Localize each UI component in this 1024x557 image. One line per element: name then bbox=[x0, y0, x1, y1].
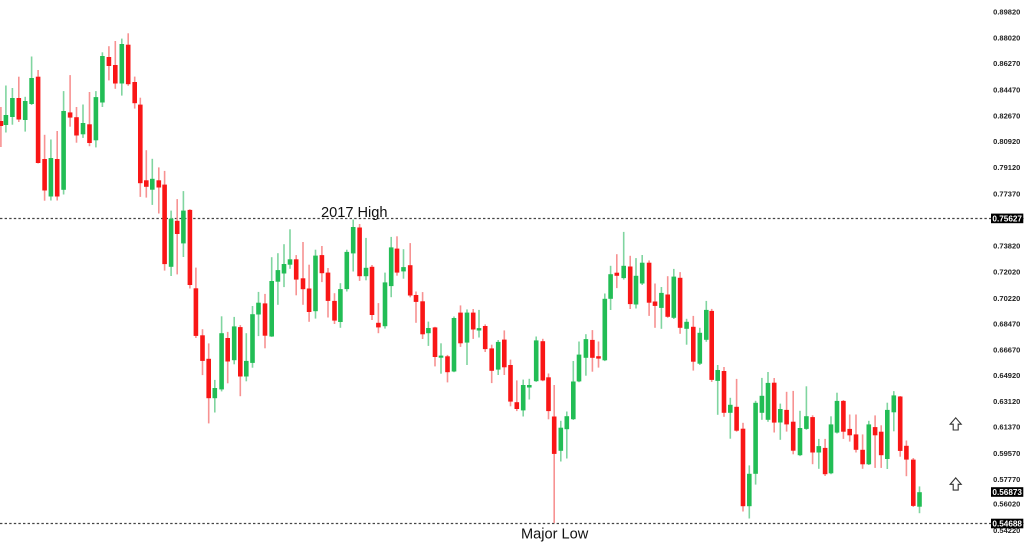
svg-text:0.82670: 0.82670 bbox=[993, 112, 1020, 121]
svg-text:0.77370: 0.77370 bbox=[993, 190, 1020, 199]
svg-text:0.84470: 0.84470 bbox=[993, 85, 1020, 94]
svg-text:0.56020: 0.56020 bbox=[993, 500, 1020, 509]
svg-text:0.79120: 0.79120 bbox=[993, 163, 1020, 172]
svg-text:0.70220: 0.70220 bbox=[993, 294, 1020, 303]
svg-text:0.63120: 0.63120 bbox=[993, 397, 1020, 406]
svg-text:0.73820: 0.73820 bbox=[993, 241, 1020, 250]
svg-text:0.88020: 0.88020 bbox=[993, 34, 1020, 43]
svg-text:0.72020: 0.72020 bbox=[993, 268, 1020, 277]
svg-text:0.80920: 0.80920 bbox=[993, 137, 1020, 146]
svg-text:0.66670: 0.66670 bbox=[993, 346, 1020, 355]
svg-text:0.75627: 0.75627 bbox=[992, 214, 1022, 223]
svg-text:0.57770: 0.57770 bbox=[993, 475, 1020, 484]
svg-text:0.59570: 0.59570 bbox=[993, 449, 1020, 458]
svg-text:0.89820: 0.89820 bbox=[993, 7, 1020, 16]
svg-text:0.56873: 0.56873 bbox=[992, 488, 1022, 497]
svg-text:0.64920: 0.64920 bbox=[993, 371, 1020, 380]
svg-text:2017 High: 2017 High bbox=[321, 205, 388, 221]
svg-text:0.86270: 0.86270 bbox=[993, 59, 1020, 68]
svg-text:Major Low: Major Low bbox=[521, 526, 589, 542]
svg-text:0.54688: 0.54688 bbox=[992, 519, 1022, 528]
svg-text:0.61370: 0.61370 bbox=[993, 423, 1020, 432]
svg-text:0.68470: 0.68470 bbox=[993, 319, 1020, 328]
svg-text:0.54220: 0.54220 bbox=[993, 526, 1020, 535]
